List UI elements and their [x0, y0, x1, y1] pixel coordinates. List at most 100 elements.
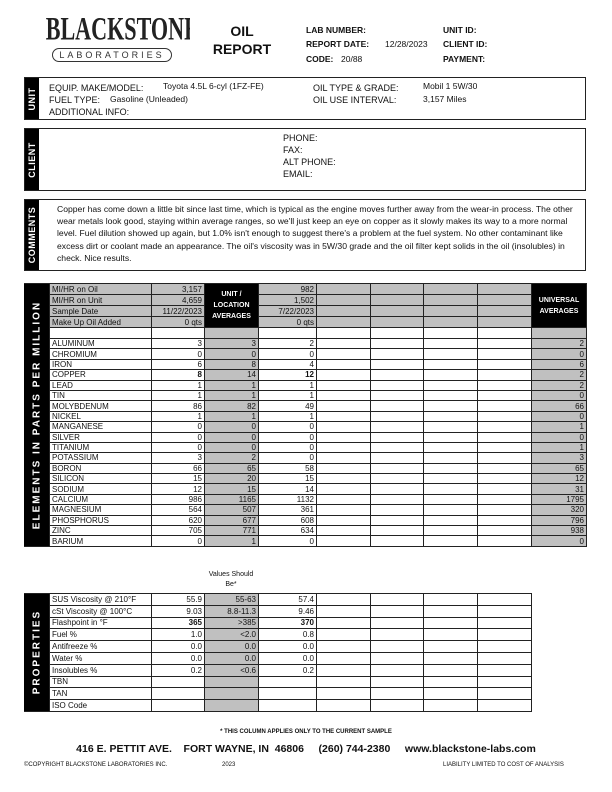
comments-section-title: COMMENTS: [27, 206, 37, 264]
element-universal-average: 1: [531, 441, 587, 454]
info-label: Make Up Oil Added: [49, 316, 152, 328]
property-previous: 0.0: [258, 651, 317, 665]
property-row: Fuel % 1.0 <2.0 0.8: [25, 628, 532, 642]
element-unit-average: 0: [204, 348, 259, 360]
empty-sample-cell: [370, 410, 424, 423]
element-universal-average: 2: [531, 369, 587, 381]
element-previous: 12: [258, 369, 317, 381]
element-current: 564: [151, 504, 205, 516]
empty-sample-cell: [370, 389, 424, 402]
property-name: Antifreeze %: [49, 640, 152, 653]
empty-sample-cell: [316, 410, 371, 423]
info-current: 11/22/2023: [151, 305, 205, 317]
empty-sample-cell: [477, 593, 532, 606]
empty-sample-cell: [316, 504, 371, 516]
property-row: ISO Code: [25, 699, 532, 712]
element-current: 0: [151, 348, 205, 360]
empty-sample-cell: [316, 294, 371, 306]
property-should-be: [204, 675, 259, 689]
element-current: 3: [151, 452, 205, 464]
property-name: Water %: [49, 651, 152, 665]
element-row: BORON 66 65 58 65: [25, 462, 587, 475]
client-section-title: CLIENT: [27, 141, 37, 178]
property-current: 0.0: [151, 640, 205, 653]
element-universal-average: 12: [531, 473, 587, 485]
empty-cell: [151, 327, 205, 339]
property-current: 55.9: [151, 593, 205, 606]
element-name: ZINC: [49, 525, 152, 537]
empty-sample-cell: [423, 400, 478, 412]
empty-sample-cell: [477, 452, 532, 464]
empty-sample-cell: [423, 628, 478, 642]
empty-sample-cell: [370, 452, 424, 464]
empty-sample-cell: [370, 535, 424, 547]
element-unit-average: 15: [204, 483, 259, 495]
empty-sample-cell: [316, 441, 371, 454]
empty-sample-cell: [316, 687, 371, 701]
property-name: ISO Code: [49, 699, 152, 712]
oil-type-value: Mobil 1 5W/30: [423, 81, 478, 91]
property-row: Antifreeze % 0.0 0.0 0.0: [25, 640, 532, 653]
property-current: 0.2: [151, 663, 205, 677]
empty-sample-cell: [423, 525, 478, 537]
fuel-label: FUEL TYPE:: [49, 95, 101, 105]
empty-sample-cell: [370, 369, 424, 381]
property-previous: 0.0: [258, 640, 317, 653]
element-current: 86: [151, 400, 205, 412]
empty-sample-cell: [370, 504, 424, 516]
report-date-label: REPORT DATE:: [306, 39, 370, 49]
empty-sample-cell: [316, 400, 371, 412]
element-universal-average: 3: [531, 452, 587, 464]
comments-side-label: COMMENTS: [25, 200, 39, 270]
fax-label: FAX:: [283, 145, 303, 155]
copyright: ©COPYRIGHT BLACKSTONE LABORATORIES INC.: [24, 762, 168, 768]
empty-sample-cell: [370, 421, 424, 433]
element-previous: 0: [258, 348, 317, 360]
element-name: PHOSPHORUS: [49, 514, 152, 527]
element-row: IRON 6 8 4 6: [25, 358, 587, 371]
empty-sample-cell: [423, 358, 478, 371]
element-unit-average: 82: [204, 400, 259, 412]
empty-sample-cell: [370, 651, 424, 665]
empty-sample-cell: [423, 305, 478, 317]
element-row: ALUMINUM 3 3 2 2: [25, 337, 587, 350]
element-name: NICKEL: [49, 410, 152, 423]
email-label: EMAIL:: [283, 169, 313, 179]
property-name: Flashpoint in °F: [49, 616, 152, 630]
empty-sample-cell: [477, 687, 532, 701]
element-name: MAGNESIUM: [49, 504, 152, 516]
empty-sample-cell: [477, 316, 532, 328]
element-row: ZINC 705 771 634 938: [25, 525, 587, 537]
element-universal-average: 1: [531, 421, 587, 433]
payment-label: PAYMENT:: [443, 54, 486, 64]
element-previous: 1: [258, 389, 317, 402]
empty-sample-cell: [370, 337, 424, 350]
empty-sample-cell: [477, 369, 532, 381]
element-name: ALUMINUM: [49, 337, 152, 350]
empty-sample-cell: [423, 369, 478, 381]
empty-sample-cell: [423, 593, 478, 606]
empty-sample-cell: [370, 628, 424, 642]
property-previous: [258, 675, 317, 689]
alt-phone-label: ALT PHONE:: [283, 157, 336, 167]
comments-text: Copper has come down a little bit since …: [57, 204, 573, 263]
info-row: ELEMENTS IN PARTS PER MILLION MI/HR on Oi…: [24, 283, 587, 547]
property-current: 0.0: [151, 651, 205, 665]
empty-sample-cell: [423, 348, 478, 360]
property-current: 365: [151, 616, 205, 630]
empty-sample-cell: [477, 421, 532, 433]
element-row: SODIUM 12 15 14 31: [25, 483, 587, 495]
empty-sample-cell: [423, 337, 478, 350]
property-row: PROPERTIES SUS Viscosity @ 210°F 55.9 55-63…: [24, 593, 532, 712]
element-current: 3: [151, 337, 205, 350]
empty-sample-cell: [316, 593, 371, 606]
empty-sample-cell: [370, 514, 424, 527]
empty-sample-cell: [477, 493, 532, 506]
empty-sample-cell: [477, 483, 532, 495]
elements-table: ELEMENTS IN PARTS PER MILLION MI/HR on Oi…: [24, 283, 587, 547]
element-universal-average: 0: [531, 431, 587, 443]
element-name: BORON: [49, 462, 152, 475]
element-unit-average: 1165: [204, 493, 259, 506]
element-row: PHOSPHORUS 620 677 608 796: [25, 514, 587, 527]
element-previous: 4: [258, 358, 317, 371]
